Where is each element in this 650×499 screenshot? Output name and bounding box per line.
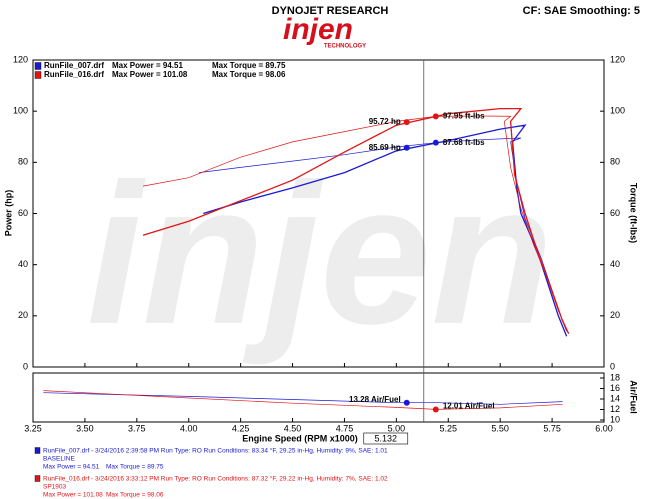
info-swatch: [34, 475, 41, 482]
marker-label: 95.72 hp: [369, 117, 401, 126]
cursor-box: [363, 432, 409, 445]
y-tick-label: 60: [18, 208, 28, 218]
y2-tick-label: 80: [610, 157, 620, 167]
y2-tick-label: 60: [610, 208, 620, 218]
watermark: injen: [87, 143, 554, 366]
y2-axis-label: Torque (ft-lbs): [629, 183, 639, 243]
logo: injen: [283, 13, 353, 46]
x-tick-label: 4.25: [232, 423, 250, 433]
legend-power: Max Power = 94.51: [112, 61, 183, 70]
legend-swatch: [34, 62, 42, 70]
y-tick-label: 20: [18, 310, 28, 320]
y-axis-label: Power (hp): [3, 190, 13, 237]
marker-label: 13.28 Air/Fuel: [349, 395, 401, 404]
logo-subtext: TECHNOLOGY: [324, 44, 366, 50]
info-swatch: [34, 447, 41, 454]
x-tick-label: 3.25: [24, 423, 42, 433]
info-note: SP1903: [43, 484, 67, 491]
afr-tick-label: 12: [610, 404, 620, 414]
marker-label: 87.68 ft-lbs: [443, 138, 485, 147]
y2-tick-label: 20: [610, 310, 620, 320]
x-tick-label: 5.75: [543, 423, 561, 433]
data-line: [43, 392, 563, 405]
chart-title: DYNOJET RESEARCH: [272, 5, 389, 17]
y2-tick-label: 40: [610, 259, 620, 269]
y-tick-label: 0: [23, 361, 28, 371]
marker: [403, 144, 410, 151]
x-tick-label: 4.75: [336, 423, 354, 433]
marker: [432, 139, 439, 146]
x-tick-label: 4.00: [180, 423, 198, 433]
info-line: RunFile_007.drf - 3/24/2016 2:39:58 PM R…: [43, 447, 388, 455]
afr-tick-label: 18: [610, 372, 620, 382]
marker-label: 85.69 hp: [369, 143, 401, 152]
y-tick-label: 80: [18, 157, 28, 167]
y2-tick-label: 0: [610, 361, 615, 371]
info-line: RunFile_016.drf - 3/24/2016 3:33:12 PM R…: [43, 475, 388, 483]
marker-label: 97.95 ft-lbs: [443, 112, 485, 121]
afr-frame: [32, 372, 605, 423]
y-tick-label: 100: [13, 106, 28, 116]
x-tick-label: 5.25: [440, 423, 458, 433]
y2-tick-label: 100: [610, 106, 625, 116]
x-axis-label: Engine Speed (RPM x1000): [242, 433, 358, 443]
legend-torque: Max Torque = 89.75: [212, 61, 286, 70]
cursor-label: 5.132: [375, 433, 398, 443]
y-tick-label: 40: [18, 259, 28, 269]
afr-tick-label: 10: [610, 414, 620, 424]
chart-subtitle: CF: SAE Smoothing: 5: [523, 5, 640, 17]
legend-torque: Max Torque = 98.06: [212, 70, 286, 79]
info-power: Max Power = 101.08: [43, 492, 103, 499]
marker: [403, 399, 410, 406]
x-tick-label: 6.00: [595, 423, 613, 433]
marker: [403, 119, 410, 126]
legend-swatch: [34, 71, 42, 79]
info-note: BASELINE: [43, 456, 75, 463]
data-line: [43, 390, 563, 410]
afr-axis-label: Air/Fuel: [629, 380, 639, 414]
info-torque: Max Torque = 98.06: [106, 492, 164, 499]
marker: [432, 113, 439, 120]
x-tick-label: 3.75: [128, 423, 146, 433]
x-tick-label: 3.50: [76, 423, 94, 433]
legend-power: Max Power = 101.08: [112, 70, 188, 79]
legend-name: RunFile_016.drf: [44, 70, 104, 79]
afr-tick-label: 14: [610, 393, 620, 403]
afr-tick-label: 16: [610, 383, 620, 393]
y2-tick-label: 120: [610, 54, 625, 64]
x-tick-label: 5.50: [491, 423, 509, 433]
info-power: Max Power = 94.51: [43, 464, 100, 471]
x-tick-label: 5.00: [388, 423, 406, 433]
marker: [432, 406, 439, 413]
legend-name: RunFile_007.drf: [44, 61, 104, 70]
x-tick-label: 4.50: [284, 423, 302, 433]
y-tick-label: 120: [13, 54, 28, 64]
data-line: [142, 115, 567, 329]
data-line: [142, 107, 570, 334]
info-torque: Max Torque = 89.75: [106, 464, 164, 471]
marker-label: 12.01 Air/Fuel: [443, 402, 495, 411]
